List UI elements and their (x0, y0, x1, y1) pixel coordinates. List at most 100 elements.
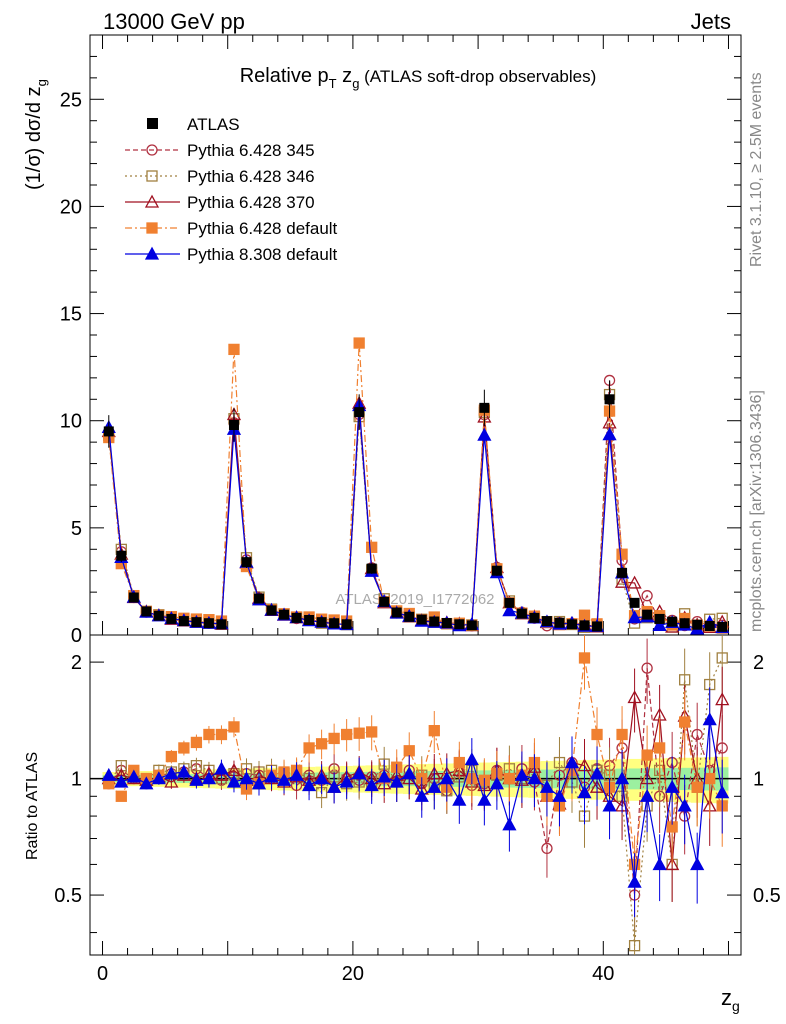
ratio-point-p6def (328, 732, 340, 745)
atlas-point (404, 611, 415, 622)
atlas-point (191, 617, 202, 628)
ratio-point-p8def (665, 779, 680, 793)
ratio-point-p8def (101, 767, 116, 781)
main-y-tick-label: 20 (60, 196, 82, 218)
ratio-point-p346 (553, 756, 566, 769)
series-line-p345 (108, 380, 723, 627)
point-p345 (641, 590, 653, 602)
atlas-point (379, 596, 390, 607)
ratio-y-tick-label-right: 0.5 (753, 885, 781, 907)
atlas-point (679, 618, 690, 629)
point-p6def (366, 541, 378, 553)
main-y-tick-label: 5 (71, 518, 82, 540)
ratio-point-p6def (653, 742, 666, 754)
legend-label-p6def: Pythia 6.428 default (187, 219, 338, 238)
ratio-point-p8def (289, 767, 304, 781)
ratio-point-p8def (164, 766, 179, 780)
ratio-point-p8def (690, 857, 705, 871)
ratio-point-p6def (165, 750, 178, 763)
atlas-point (604, 394, 615, 405)
ratio-point-p8def (114, 774, 129, 788)
atlas-point (203, 618, 214, 629)
ratio-panel-frame (89, 634, 742, 956)
mcplots-label: mcplots.cern.ch [arXiv:1306.3436] (748, 390, 765, 632)
atlas-point (541, 616, 552, 627)
ratio-y-tick-label-right: 2 (753, 652, 764, 674)
ratio-point-p8def (226, 774, 242, 788)
plot-title-tail: (ATLAS soft-drop observables) (359, 67, 596, 86)
y-axis-label: (1/σ) dσ/d zg (23, 79, 49, 190)
rivet-label: Rivet 3.1.10, ≥ 2.5M events (748, 72, 765, 267)
ratio-point-p8def (539, 779, 555, 793)
ratio-point-p8def (251, 776, 267, 790)
atlas-point (291, 612, 302, 623)
ratio-point-p346 (716, 652, 728, 664)
point-p8def (652, 617, 667, 632)
ratio-point-p370 (214, 767, 229, 781)
ratio-point-p6def (178, 742, 190, 754)
atlas-point (241, 557, 252, 568)
ratio-point-p6def (453, 756, 465, 769)
ratio-point-p6def (578, 652, 591, 664)
watermark: ATLAS_2019_I1772062 (335, 591, 494, 608)
atlas-point (592, 621, 603, 632)
ratio-point-p8def (577, 785, 592, 799)
atlas-point (629, 597, 640, 608)
atlas-point (441, 618, 452, 628)
ratio-y-tick-label: 1 (71, 769, 82, 791)
atlas-point (504, 597, 515, 608)
ratio-point-p8def (640, 788, 655, 802)
legend-marker-p6def (146, 222, 158, 234)
ratio-point-p345 (641, 662, 653, 674)
main-y-tick-label: 25 (60, 89, 82, 111)
atlas-point (617, 567, 628, 578)
ratio-point-p8def (414, 788, 429, 802)
atlas-point (466, 620, 477, 631)
ratio-point-p6def (340, 728, 353, 741)
ratio-point-p345 (716, 742, 728, 754)
legend-label-p8def: Pythia 8.308 default (187, 245, 338, 264)
ratio-point-p8def (677, 798, 692, 812)
ratio-point-p6def (353, 727, 365, 739)
ratio-point-p8def (377, 769, 392, 783)
atlas-point (153, 610, 164, 621)
ratio-point-p8def (339, 774, 354, 788)
ratio-point-p345 (691, 728, 703, 741)
ratio-point-p8def (702, 712, 717, 726)
ratio-point-p8def (527, 771, 542, 785)
ratio-point-p6def (366, 726, 378, 738)
ratio-point-p370 (665, 857, 680, 871)
ratio-point-p8def (189, 772, 204, 786)
point-p6def (353, 337, 365, 349)
atlas-point (304, 615, 315, 625)
ratio-point-p6def (591, 728, 603, 741)
ratio-point-p8def (389, 774, 404, 788)
ratio-point-p6def (641, 749, 653, 761)
ratio-point-p8def (627, 874, 642, 888)
main-y-tick-label: 0 (71, 625, 82, 647)
atlas-point (566, 619, 577, 630)
legend-label-p345: Pythia 6.428 345 (187, 141, 315, 160)
ratio-point-p8def (452, 792, 467, 806)
point-p6def (616, 548, 628, 560)
atlas-point (141, 606, 152, 617)
x-tick-label: 0 (97, 963, 108, 985)
ratio-point-p8def (214, 761, 229, 775)
atlas-point (341, 619, 352, 630)
atlas-point (103, 426, 114, 437)
point-p8def (627, 610, 642, 624)
atlas-point (354, 407, 365, 418)
main-series (101, 337, 730, 635)
ratio-point-p6def (503, 772, 516, 785)
ratio-point-p6def (691, 781, 703, 793)
ratio-point-p8def (264, 769, 279, 783)
x-axis-label: zg (721, 985, 740, 1014)
header-right: Jets (691, 9, 731, 34)
x-tick-label: 40 (592, 963, 614, 985)
ratio-point-p6def (115, 790, 127, 802)
atlas-point (717, 621, 728, 632)
ratio-point-p8def (514, 767, 530, 781)
atlas-point (366, 563, 377, 574)
atlas-point (391, 607, 402, 618)
